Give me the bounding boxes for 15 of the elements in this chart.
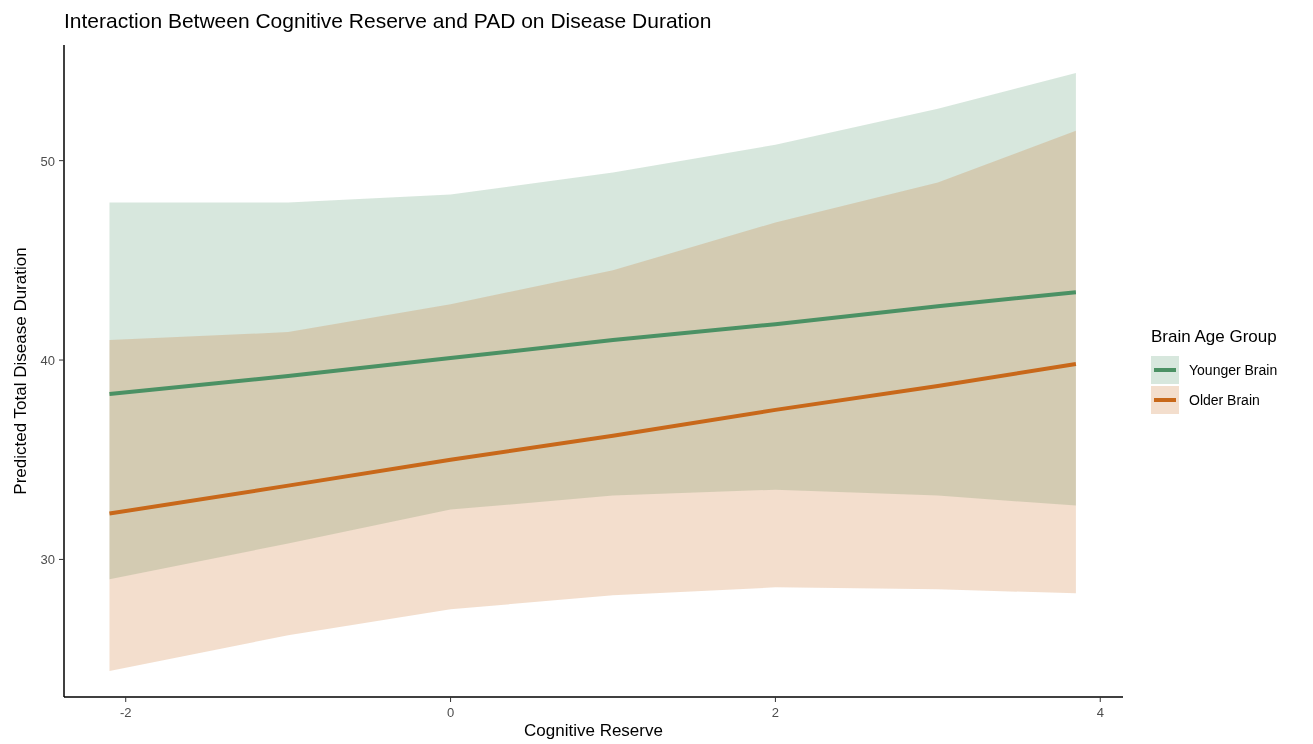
x-tick-label: 4: [1096, 705, 1104, 720]
x-tick-label: 2: [771, 705, 780, 720]
y-tick-label: 30: [40, 552, 55, 568]
legend-label: Younger Brain: [1189, 362, 1278, 378]
y-tick-label: 50: [40, 153, 55, 169]
y-axis-title: Predicted Total Disease Duration: [11, 247, 30, 495]
line-series: [107, 290, 1078, 396]
x-tick-label: 0: [446, 705, 455, 720]
chart-title: Interaction Between Cognitive Reserve and PAD on Disease Duration: [64, 9, 712, 32]
legend-title: Brain Age Group: [1151, 327, 1277, 346]
y-tick-label: 40: [40, 353, 55, 369]
x-tick-label: -2: [119, 705, 132, 720]
line-series: [107, 362, 1078, 516]
legend-label: Older Brain: [1189, 392, 1260, 408]
x-axis-title: Cognitive Reserve: [524, 721, 663, 740]
